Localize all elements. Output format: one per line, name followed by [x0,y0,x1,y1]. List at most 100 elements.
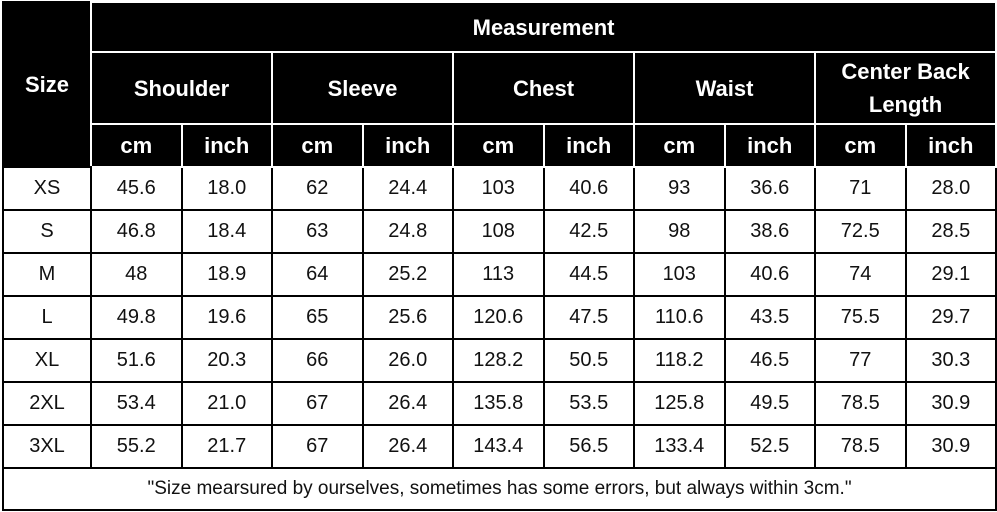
measure-cell: 46.5 [723,338,816,383]
measurement-header: Measurement [89,1,997,53]
measure-cell: 135.8 [452,381,545,426]
measure-cell: 98 [633,209,726,254]
measure-cell: 53.4 [90,381,183,426]
measure-cell: 48 [90,252,183,297]
measure-cell: 120.6 [452,295,545,340]
unit-header: inch [723,123,816,168]
unit-header: inch [904,123,997,168]
unit-header: inch [361,123,454,168]
size-label: 2XL [2,381,92,426]
unit-header: cm [452,123,545,168]
unit-header: cm [271,123,364,168]
group-header: Waist [633,51,816,125]
measure-cell: 24.4 [361,166,454,211]
measure-cell: 40.6 [723,252,816,297]
measure-cell: 25.2 [361,252,454,297]
measure-cell: 29.7 [904,295,997,340]
measure-cell: 113 [452,252,545,297]
table-row: XL 51.6 20.3 66 26.0 128.2 50.5 118.2 46.5 77 30.3 [2,338,997,383]
measure-cell: 24.8 [361,209,454,254]
measure-cell: 18.0 [180,166,273,211]
measure-cell: 44.5 [542,252,635,297]
table-row: S 46.8 18.4 63 24.8 108 42.5 98 38.6 72.5 28.5 [2,209,997,254]
measure-cell: 43.5 [723,295,816,340]
measure-cell: 26.4 [361,381,454,426]
group-header: Chest [452,51,635,125]
size-label: M [2,252,92,297]
measure-cell: 19.6 [180,295,273,340]
group-header: Shoulder [90,51,273,125]
size-label: XL [2,338,92,383]
measure-cell: 75.5 [814,295,907,340]
unit-header: inch [180,123,273,168]
measure-cell: 36.6 [723,166,816,211]
measure-cell: 78.5 [814,424,907,469]
measure-cell: 49.5 [723,381,816,426]
measure-cell: 66 [271,338,364,383]
measure-cell: 67 [271,381,364,426]
measure-cell: 118.2 [633,338,726,383]
measure-cell: 63 [271,209,364,254]
measure-cell: 65 [271,295,364,340]
measure-cell: 71 [814,166,907,211]
measure-cell: 26.0 [361,338,454,383]
measure-cell: 93 [633,166,726,211]
measure-cell: 18.4 [180,209,273,254]
measure-cell: 29.1 [904,252,997,297]
measure-cell: 30.9 [904,381,997,426]
measure-cell: 18.9 [180,252,273,297]
measure-cell: 42.5 [542,209,635,254]
measure-cell: 50.5 [542,338,635,383]
measure-cell: 40.6 [542,166,635,211]
measure-cell: 133.4 [633,424,726,469]
measure-cell: 78.5 [814,381,907,426]
measure-cell: 46.8 [90,209,183,254]
table-row: XS 45.6 18.0 62 24.4 103 40.6 93 36.6 71 28.0 [2,166,997,211]
group-header: Center Back Length [813,51,997,125]
measure-cell: 30.3 [904,338,997,383]
group-header: Sleeve [271,51,454,125]
measure-cell: 38.6 [723,209,816,254]
measure-cell: 47.5 [542,295,635,340]
measure-cell: 64 [271,252,364,297]
table-row: M 48 18.9 64 25.2 113 44.5 103 40.6 74 29.1 [2,252,997,297]
measure-cell: 53.5 [542,381,635,426]
measure-cell: 62 [271,166,364,211]
measure-cell: 67 [271,424,364,469]
measure-cell: 21.7 [180,424,273,469]
measure-cell: 74 [814,252,907,297]
measure-cell: 56.5 [542,424,635,469]
table-row: L 49.8 19.6 65 25.6 120.6 47.5 110.6 43.5 75.5 29.… [2,295,997,340]
measure-cell: 51.6 [90,338,183,383]
unit-header: cm [90,123,183,168]
measure-cell: 55.2 [90,424,183,469]
table-row: 3XL 55.2 21.7 67 26.4 143.4 56.5 133.4 52.5 78.5 3… [2,424,997,469]
footer-note: "Size mearsured by ourselves, sometimes … [1,467,997,511]
size-label: XS [2,166,92,211]
size-header: Size [2,1,92,168]
measure-cell: 143.4 [452,424,545,469]
measure-cell: 20.3 [180,338,273,383]
table-row: "Size mearsured by ourselves, sometimes … [1,467,997,511]
measure-cell: 52.5 [723,424,816,469]
size-label: 3XL [2,424,92,469]
measure-cell: 28.5 [904,209,997,254]
unit-header: cm [633,123,726,168]
table-row: 2XL 53.4 21.0 67 26.4 135.8 53.5 125.8 49.5 78.5 3… [2,381,997,426]
measure-cell: 30.9 [904,424,997,469]
measure-cell: 108 [452,209,545,254]
measure-cell: 110.6 [633,295,726,340]
measure-cell: 28.0 [904,166,997,211]
measure-cell: 128.2 [452,338,545,383]
measure-cell: 77 [814,338,907,383]
table-row: Shoulder Sleeve Chest Waist Center Back Leng… [3,51,997,125]
measure-cell: 125.8 [633,381,726,426]
measure-cell: 45.6 [90,166,183,211]
measure-cell: 72.5 [814,209,907,254]
unit-header: cm [814,123,907,168]
measure-cell: 26.4 [361,424,454,469]
table-row: cm inch cm inch cm inch cm inch cm inch [3,123,997,168]
measure-cell: 103 [452,166,545,211]
